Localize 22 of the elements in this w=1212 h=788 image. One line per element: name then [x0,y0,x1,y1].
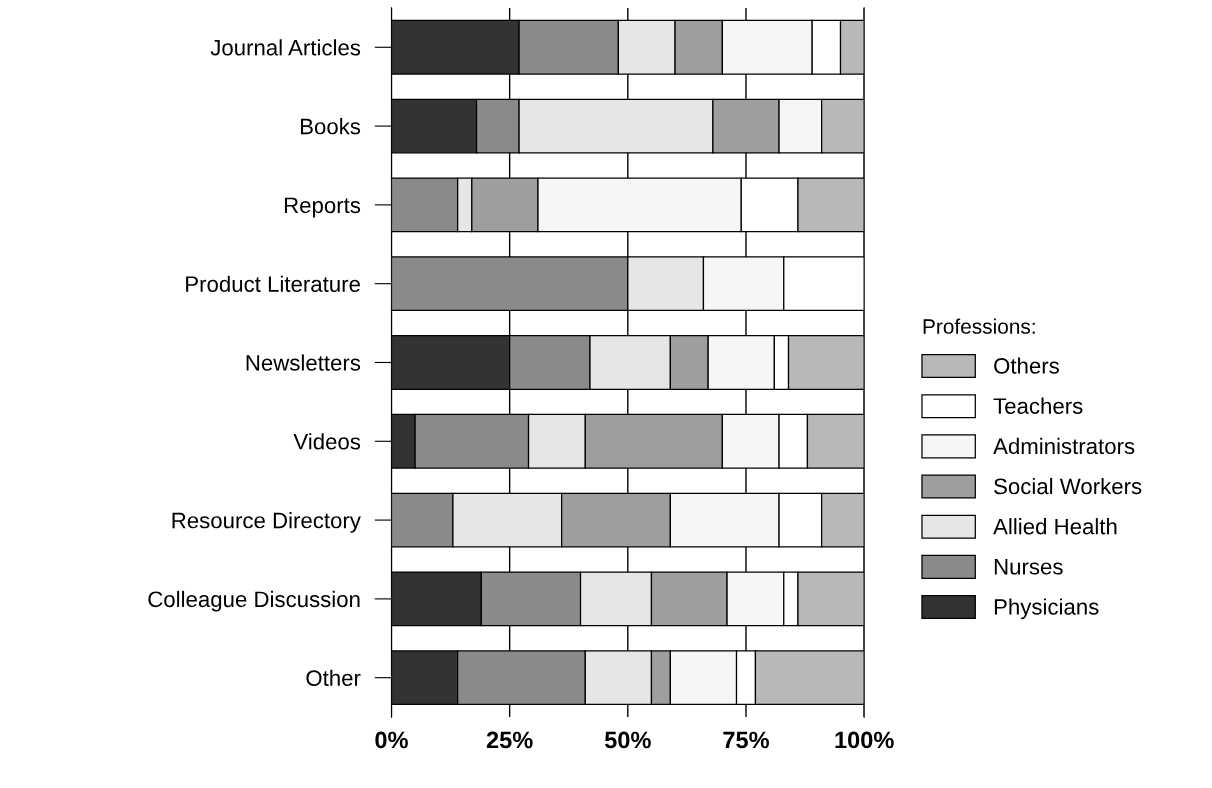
x-tick-label: 50% [604,731,651,749]
legend-label: Administrators [993,437,1135,455]
legend-title: Professions: [923,318,1035,334]
y-tick-label: Colleague Discussion [148,590,360,612]
x-tick-label: 75% [723,731,769,749]
legend-label: Others [994,357,1059,374]
legend-label: Nurses [994,559,1063,575]
y-tick-label: Other [306,669,361,686]
y-tick-label: Newsletters [246,354,361,371]
legend-label: Physicians [994,598,1099,620]
y-tick-label: Resource Directory [172,512,361,533]
legend-label: Teachers [993,397,1083,414]
legend-label: Social Workers [994,477,1142,495]
y-tick-label: Books [300,118,361,135]
x-tick-label: 25% [486,731,533,749]
y-tick-label: Videos [293,433,361,450]
x-tick-label: 0% [375,731,408,749]
legend-label: Allied Health [993,518,1117,535]
y-tick-label: Journal Articles [210,39,361,56]
y-tick-label: Reports [284,197,361,218]
y-tick-label: Product Literature [186,275,360,292]
x-tick-label: 100% [835,731,894,749]
